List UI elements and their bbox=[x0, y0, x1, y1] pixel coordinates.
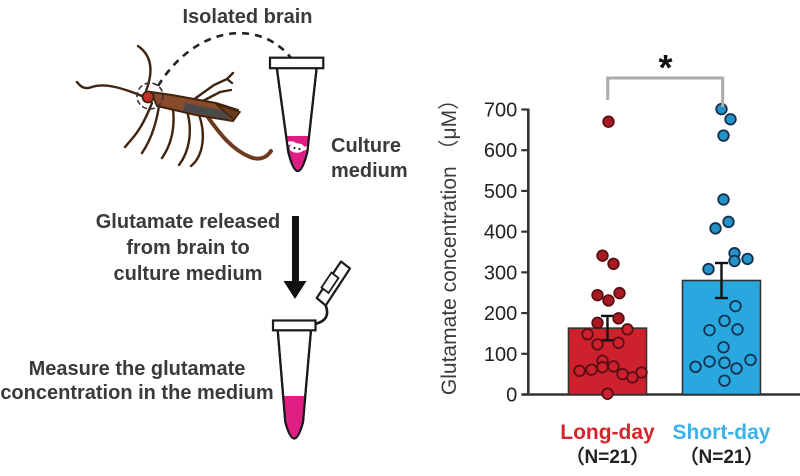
data-point bbox=[612, 336, 625, 349]
data-point bbox=[613, 286, 626, 300]
data-point bbox=[601, 387, 614, 400]
culture-tube-icon bbox=[268, 56, 325, 173]
data-point bbox=[602, 294, 615, 307]
isolated-brain-label: Isolated brain bbox=[182, 6, 313, 28]
brain-in-medium bbox=[289, 143, 305, 153]
data-point bbox=[626, 371, 639, 384]
data-point bbox=[709, 222, 722, 235]
culture-medium-label: Culture medium bbox=[331, 135, 408, 182]
data-point bbox=[741, 252, 754, 266]
glutamate-bar-chart: 0 100 200 300 400 500 600 700 Glutamate concentr… bbox=[438, 47, 800, 468]
y-tick-label: 100 bbox=[484, 344, 517, 366]
data-point bbox=[581, 328, 594, 341]
data-point bbox=[702, 262, 715, 276]
brain-region-circle bbox=[136, 82, 164, 110]
data-point bbox=[729, 299, 742, 313]
significance-asterisk: * bbox=[658, 47, 672, 88]
data-point bbox=[602, 115, 615, 128]
process-arrow bbox=[283, 216, 307, 299]
y-axis-title: Glutamate concentration （μM） bbox=[438, 89, 461, 395]
data-point bbox=[607, 360, 620, 373]
data-point bbox=[596, 361, 609, 374]
data-point bbox=[612, 312, 625, 325]
measure-label: Measure the glutamate concentration in t… bbox=[0, 358, 274, 404]
y-tick-label: 600 bbox=[484, 140, 517, 162]
data-point bbox=[728, 254, 741, 268]
y-tick-label: 500 bbox=[484, 181, 517, 203]
sample-size-label: （N=21） bbox=[566, 445, 650, 468]
data-point bbox=[591, 288, 604, 302]
data-point bbox=[621, 323, 634, 336]
data-point bbox=[616, 367, 629, 381]
data-point bbox=[724, 113, 737, 126]
glutamate-released-label: Glutamate released from brain to culture… bbox=[95, 211, 281, 285]
data-point bbox=[717, 193, 730, 206]
data-point bbox=[689, 360, 702, 374]
data-point bbox=[718, 356, 731, 369]
measurement-tube-icon bbox=[271, 260, 352, 440]
tube-cap bbox=[268, 56, 325, 70]
data-point bbox=[730, 362, 743, 375]
data-point bbox=[731, 323, 744, 336]
data-point bbox=[718, 374, 731, 387]
data-point bbox=[591, 316, 604, 330]
measured-medium-fill bbox=[277, 396, 311, 439]
data-point bbox=[717, 341, 730, 354]
insect-illustration bbox=[75, 44, 273, 168]
experiment-diagram bbox=[75, 31, 352, 440]
significance-bracket bbox=[606, 76, 725, 107]
data-point bbox=[718, 314, 731, 328]
category-label: Long-day bbox=[560, 421, 655, 444]
data-point bbox=[585, 363, 598, 376]
insect-head bbox=[141, 90, 155, 104]
data-point bbox=[722, 215, 735, 229]
sample-size-label: （N=21） bbox=[680, 445, 764, 468]
data-point bbox=[717, 129, 730, 142]
y-tick-label: 700 bbox=[484, 100, 517, 122]
data-point bbox=[573, 364, 586, 378]
y-tick-label: 400 bbox=[484, 222, 517, 244]
category-label: Short-day bbox=[672, 421, 770, 444]
y-tick-label: 0 bbox=[506, 385, 517, 407]
data-point bbox=[703, 323, 716, 337]
tube-cap-rim bbox=[271, 319, 317, 332]
y-tick-label: 200 bbox=[484, 303, 517, 325]
data-point bbox=[591, 338, 604, 351]
y-tick-label: 300 bbox=[484, 262, 517, 284]
data-point bbox=[607, 257, 620, 271]
data-point bbox=[703, 355, 716, 368]
data-point bbox=[596, 249, 609, 262]
data-point bbox=[744, 353, 757, 367]
